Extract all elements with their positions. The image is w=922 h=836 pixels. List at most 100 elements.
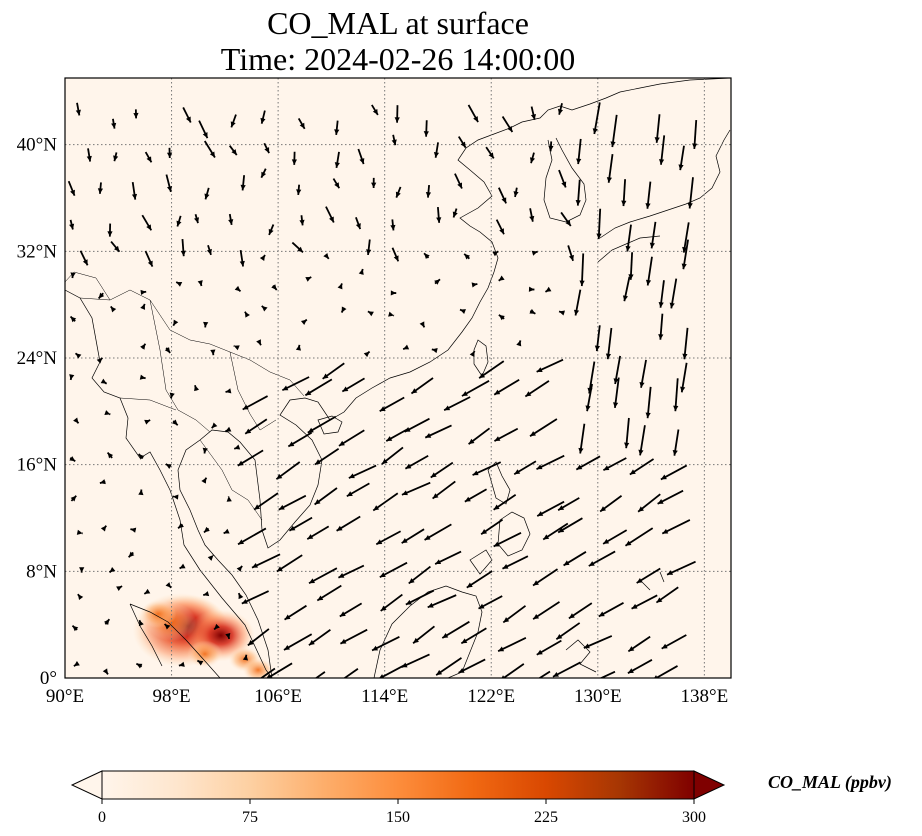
wind-arrow bbox=[139, 374, 146, 380]
wind-arrow bbox=[70, 272, 76, 279]
wind-arrow bbox=[172, 319, 179, 327]
wind-arrow bbox=[237, 527, 267, 546]
wind-arrow bbox=[128, 551, 135, 558]
wind-arrow bbox=[425, 185, 432, 198]
wind-arrow bbox=[281, 376, 310, 392]
wind-arrow bbox=[472, 461, 502, 476]
wind-arrow bbox=[532, 568, 559, 587]
wind-arrow bbox=[401, 481, 431, 496]
wind-arrow bbox=[314, 447, 340, 466]
colorbar-gradient bbox=[102, 771, 694, 799]
wind-arrow bbox=[296, 184, 302, 195]
wind-arrow bbox=[169, 392, 175, 399]
wind-arrow bbox=[371, 177, 377, 189]
wind-arrow bbox=[658, 280, 665, 308]
wind-arrow bbox=[498, 275, 505, 282]
wind-arrow bbox=[557, 517, 583, 534]
wind-arrow bbox=[544, 286, 552, 293]
wind-arrow bbox=[230, 114, 237, 128]
wind-arrow bbox=[261, 305, 268, 312]
wind-arrow bbox=[457, 136, 467, 149]
wind-arrow bbox=[563, 551, 587, 567]
wind-arrow bbox=[206, 244, 212, 256]
wind-arrow bbox=[140, 303, 146, 310]
hainan-coast bbox=[317, 415, 343, 435]
lat-tick-label: 16°N bbox=[17, 455, 58, 476]
wind-arrow bbox=[493, 378, 520, 396]
wind-arrow bbox=[176, 215, 182, 227]
wind-arrow bbox=[260, 110, 266, 124]
map-title: CO_MAL at surface bbox=[267, 5, 529, 41]
wind-arrow bbox=[645, 256, 653, 286]
wind-arrow bbox=[314, 671, 326, 678]
wind-arrow bbox=[284, 604, 307, 621]
wind-arrow bbox=[234, 285, 242, 293]
wind-arrow bbox=[226, 496, 232, 502]
wind-arrow bbox=[334, 120, 340, 135]
wind-arrow bbox=[687, 177, 694, 209]
wind-arrow bbox=[502, 555, 529, 570]
wind-arrow bbox=[203, 526, 210, 534]
wind-arrow bbox=[372, 492, 399, 512]
wind-arrow bbox=[244, 311, 250, 318]
wind-arrow bbox=[73, 661, 80, 667]
wind-arrow bbox=[606, 153, 614, 183]
wind-arrow bbox=[485, 146, 495, 159]
wind-arrow bbox=[424, 424, 452, 439]
korea-coast bbox=[543, 137, 587, 223]
wind-arrow bbox=[682, 222, 690, 253]
map-frame bbox=[64, 77, 732, 679]
wind-arrow bbox=[638, 425, 646, 456]
wind-arrow bbox=[498, 314, 505, 321]
wind-arrow bbox=[165, 463, 172, 469]
wind-arrow bbox=[233, 444, 241, 450]
wind-arrow bbox=[346, 482, 370, 498]
wind-arrow bbox=[469, 350, 476, 358]
wind-arrow bbox=[110, 241, 121, 253]
wind-arrow bbox=[404, 417, 430, 433]
wind-arrow bbox=[631, 594, 658, 610]
wind-arrow bbox=[388, 311, 395, 317]
lon-tick-label: 130°E bbox=[574, 686, 622, 707]
wind-arrow bbox=[655, 586, 679, 604]
wind-arrow bbox=[99, 479, 106, 485]
wind-arrow bbox=[316, 584, 342, 602]
wind-arrow bbox=[358, 268, 364, 275]
wind-arrow bbox=[97, 292, 105, 300]
wind-arrow bbox=[401, 653, 430, 669]
wind-arrow bbox=[225, 388, 232, 394]
wind-arrow bbox=[100, 378, 108, 385]
wind-arrow bbox=[113, 152, 119, 162]
wind-arrow bbox=[613, 355, 622, 385]
wind-arrow bbox=[391, 134, 397, 146]
wind-arrow bbox=[337, 283, 343, 290]
wind-arrow bbox=[339, 628, 368, 645]
wind-arrow bbox=[492, 250, 499, 257]
wind-arrow bbox=[165, 174, 173, 193]
wind-arrow bbox=[180, 239, 186, 257]
wind-arrow bbox=[497, 637, 527, 653]
wind-arrow bbox=[140, 343, 147, 350]
wind-arrow bbox=[636, 567, 661, 584]
wind-arrow bbox=[458, 658, 486, 674]
colorbar: 0 75 150 225 300 CO_MAL (ppbv) bbox=[70, 770, 892, 826]
wind-arrow bbox=[423, 252, 430, 259]
wind-arrow bbox=[682, 327, 689, 360]
wind-arrow bbox=[211, 422, 218, 429]
wind-arrow bbox=[108, 566, 116, 574]
colorbar-ticks: 0 75 150 225 300 bbox=[98, 799, 706, 826]
wind-arrow bbox=[104, 410, 111, 416]
wind-arrow bbox=[130, 527, 137, 533]
wind-arrow bbox=[371, 104, 379, 116]
wind-arrow bbox=[336, 515, 361, 532]
wind-arrow bbox=[645, 386, 652, 419]
wind-arrow bbox=[454, 173, 463, 189]
wind-arrow bbox=[178, 661, 185, 667]
wind-arrow bbox=[194, 384, 200, 392]
wind-arrow bbox=[430, 461, 454, 479]
wind-arrow bbox=[516, 340, 522, 347]
wind-arrow bbox=[144, 250, 154, 268]
wind-arrow bbox=[256, 339, 262, 346]
lon-tick-label: 114°E bbox=[361, 686, 408, 707]
wind-arrow bbox=[275, 461, 301, 480]
